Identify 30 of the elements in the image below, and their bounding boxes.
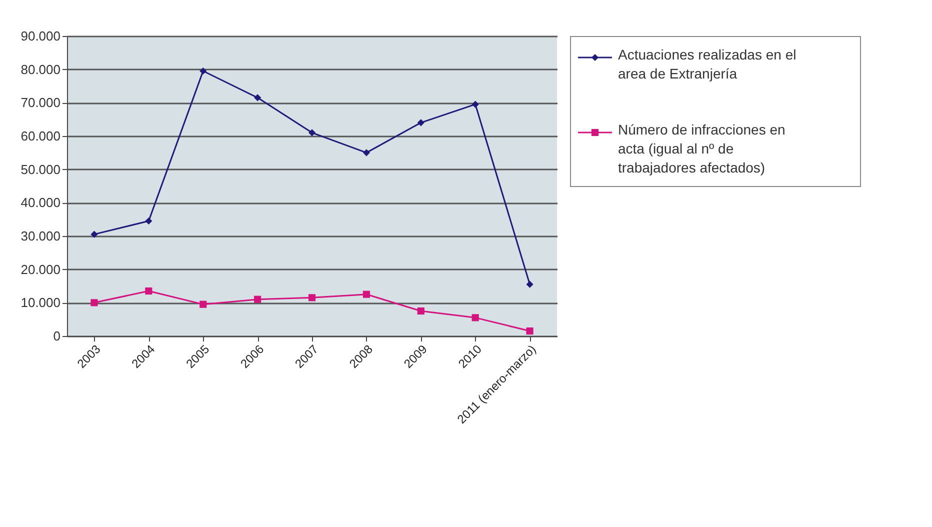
point — [200, 300, 207, 308]
legend-label: Actuaciones realizadas en el area de Extranjería — [618, 46, 796, 82]
y-tick-label: 50.000 — [20, 162, 60, 177]
point — [308, 294, 316, 302]
legend-label: Número de infracciones en acta (igual al nº de trabajadores afectados) — [618, 122, 786, 176]
point — [90, 230, 98, 238]
point — [90, 299, 98, 306]
y-tick-label: 40.000 — [20, 195, 60, 210]
point — [254, 94, 262, 102]
y-tick-label: 70.000 — [20, 95, 60, 110]
y-tick-label: 30.000 — [20, 228, 60, 244]
y-tick-label: 20.000 — [20, 262, 60, 277]
y-tick-label: 60.000 — [20, 128, 60, 144]
point — [526, 327, 534, 335]
y-tick-label: 10.000 — [20, 295, 60, 310]
point — [145, 217, 152, 225]
point — [417, 307, 424, 315]
point — [254, 296, 262, 303]
point — [145, 287, 152, 295]
point — [362, 149, 370, 156]
y-tick-label: 90.000 — [20, 28, 60, 44]
point — [308, 129, 316, 136]
point — [417, 119, 424, 126]
point — [200, 67, 207, 75]
y-tick-label: 80.000 — [20, 62, 60, 77]
point — [472, 100, 479, 108]
y-tick-label: 0 — [53, 328, 60, 344]
point — [472, 314, 479, 322]
point — [526, 280, 534, 288]
point — [362, 290, 370, 298]
